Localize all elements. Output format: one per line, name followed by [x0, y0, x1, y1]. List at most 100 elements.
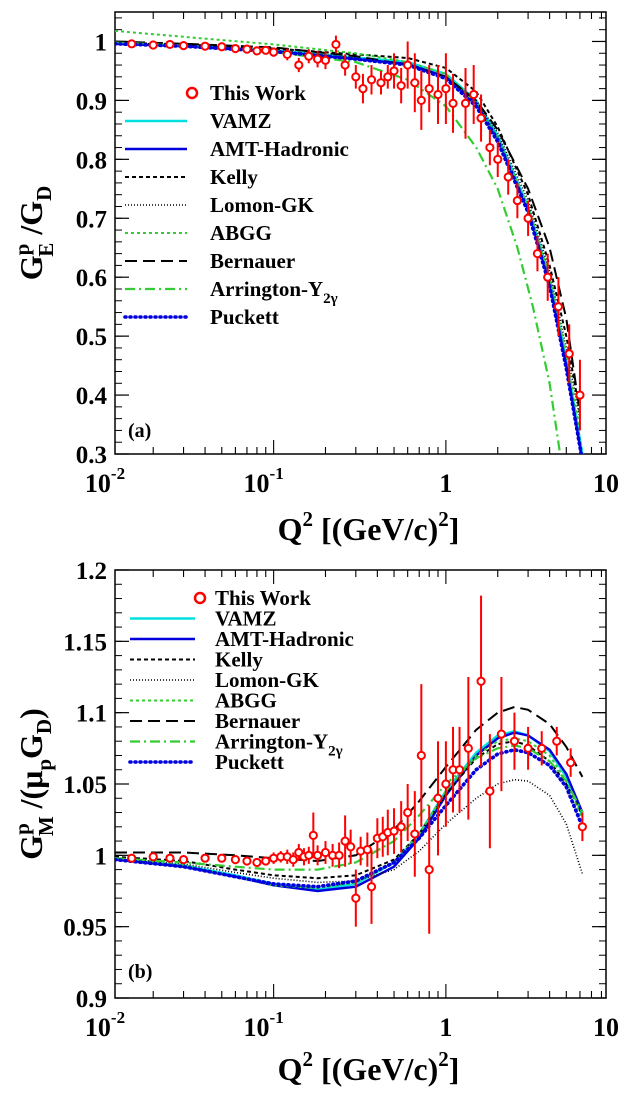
data-point — [313, 850, 323, 860]
data-point — [389, 66, 399, 76]
x-tick-base: 1 — [439, 1013, 452, 1042]
data-point — [304, 850, 314, 860]
x-tick-label: 10-1 — [244, 1008, 284, 1042]
curve-lomon-gk — [115, 41, 581, 419]
data-point — [242, 856, 252, 866]
legend-label-text: Kelly — [210, 165, 258, 189]
data-point — [252, 46, 262, 56]
legend-label: Puckett — [210, 305, 279, 329]
panel-label: (a) — [128, 420, 151, 442]
data-point — [313, 54, 323, 64]
legend-label: Bernauer — [215, 709, 300, 733]
y-tick-label: 1.2 — [76, 558, 107, 585]
y-tick-label: 1 — [95, 29, 108, 56]
data-point — [460, 98, 471, 108]
legend-label: ABGG — [210, 221, 272, 245]
data-point — [127, 39, 137, 49]
data-point — [242, 44, 252, 54]
y-tick-label: 0.5 — [76, 324, 107, 351]
data-point — [269, 47, 279, 57]
y-label-sup: p — [10, 823, 34, 835]
legend-label: Puckett — [215, 750, 284, 774]
data-point — [383, 72, 393, 82]
x-label-rest: [(GeV/c) — [313, 511, 438, 547]
curve-abgg — [115, 737, 584, 890]
data-point — [148, 852, 158, 862]
y-tick-label: 0.4 — [76, 383, 108, 410]
legend-label: AMT-Hadronic — [215, 627, 354, 651]
y-label-rest: /G — [13, 201, 49, 243]
x-label-rest-sup: 2 — [438, 507, 449, 531]
x-label-sup: 2 — [302, 507, 313, 531]
x-label-rest: [(GeV/c) — [313, 1051, 438, 1087]
data-point — [454, 765, 465, 775]
data-point — [376, 78, 386, 88]
data-point — [304, 51, 314, 61]
data-point — [396, 81, 406, 91]
legend-label-text: ABGG — [215, 689, 277, 713]
x-tick-base: 10 — [593, 469, 619, 498]
data-point — [351, 893, 361, 903]
data-point — [433, 89, 443, 100]
data-point — [448, 98, 458, 108]
data-point — [553, 302, 564, 312]
legend-label: Lomon-GK — [210, 193, 315, 217]
y-label-end: ) — [13, 708, 49, 719]
data-point — [340, 836, 350, 846]
data-point — [564, 349, 574, 359]
legend-label: Kelly — [210, 165, 258, 189]
y-tick-label: 0.3 — [76, 442, 107, 469]
data-point — [396, 822, 406, 832]
data-point — [496, 729, 506, 739]
legend-label: ABGG — [215, 689, 277, 713]
x-tick-base: 10 — [593, 1013, 619, 1042]
data-point — [575, 390, 585, 400]
y-tick-label: 0.9 — [76, 88, 107, 115]
data-point — [523, 213, 533, 223]
legend-marker-data — [185, 86, 199, 100]
data-point — [537, 743, 547, 753]
data-point — [362, 845, 372, 855]
x-tick-exponent: -2 — [111, 1008, 125, 1027]
y-label-rest-sub: p — [32, 759, 56, 771]
legend-label: Bernauer — [210, 249, 295, 273]
legend-label: Arrington-Y2γ — [215, 730, 343, 760]
legend-label-text: VAMZ — [215, 607, 276, 631]
legend-label-text: Lomon-GK — [215, 668, 320, 692]
data-point — [469, 89, 479, 100]
data-point — [261, 45, 271, 55]
curves — [115, 705, 585, 893]
y-label-main: G — [13, 835, 49, 860]
legend-label: Lomon-GK — [215, 668, 320, 692]
x-tick-exponent: -1 — [270, 1008, 284, 1027]
data-point — [543, 272, 553, 282]
legend-label-text: Lomon-GK — [210, 193, 315, 217]
data-point — [441, 779, 451, 789]
data-point — [358, 84, 368, 94]
data-point — [165, 853, 175, 863]
data-point — [282, 49, 292, 60]
data-point — [230, 855, 241, 865]
data-point — [403, 60, 413, 70]
x-tick-label: 10 — [593, 469, 619, 498]
y-tick-label: 0.7 — [76, 206, 107, 233]
legend-label-text: ABGG — [210, 221, 272, 245]
data-point — [217, 853, 227, 863]
data-point — [127, 853, 137, 863]
legend-label-text: VAMZ — [210, 109, 271, 133]
data-point — [269, 853, 279, 863]
legend-marker-data — [193, 591, 207, 605]
y-tick-label: 1.1 — [76, 701, 107, 728]
data-point — [476, 676, 486, 686]
curve-abgg — [115, 29, 581, 431]
x-tick-label: 10-2 — [85, 464, 125, 498]
y-axis-label: GpE /GD — [10, 186, 58, 281]
legend-label: AMT-Hadronic — [210, 137, 349, 161]
legend-label-text: Arrington-Y — [210, 277, 323, 301]
legend-label-text: Puckett — [210, 305, 279, 329]
data-point — [178, 855, 189, 865]
legend-label: VAMZ — [215, 607, 276, 631]
data-point — [165, 39, 175, 50]
data-point — [552, 736, 562, 746]
